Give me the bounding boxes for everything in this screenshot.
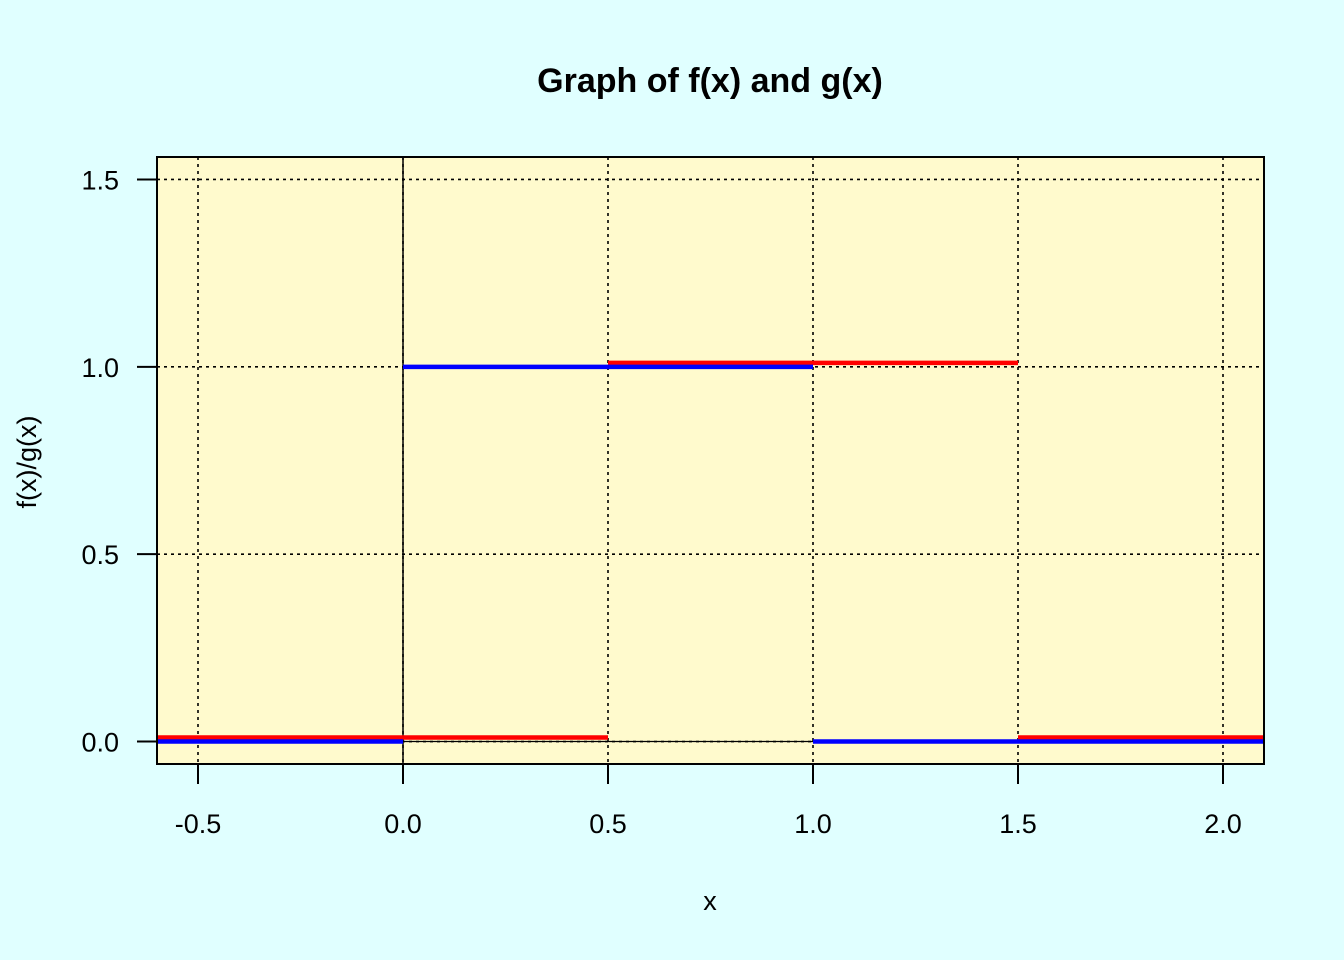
y-axis: 0.0 0.5 1.0 1.5 (81, 165, 157, 758)
y-tick-label: 0.5 (81, 540, 119, 570)
plot-frame (156, 156, 1265, 765)
y-tick-label: 0.0 (81, 728, 119, 758)
x-tick-label: 2.0 (1204, 809, 1242, 839)
x-tick-label: -0.5 (175, 809, 222, 839)
x-axis: -0.5 0.0 0.5 1.0 1.5 2.0 (175, 764, 1242, 839)
x-tick-label: 0.5 (589, 809, 627, 839)
y-tick-label: 1.5 (81, 165, 119, 195)
y-axis-label: f(x)/g(x) (12, 416, 42, 509)
y-tick-label: 1.0 (81, 353, 119, 383)
series-red (157, 360, 1264, 740)
x-tick-label: 1.5 (999, 809, 1037, 839)
x-tick-label: 0.0 (384, 809, 422, 839)
chart-title: Graph of f(x) and g(x) (537, 62, 883, 100)
plot-area-background (157, 157, 1264, 764)
x-axis-label: x (703, 886, 717, 916)
series-blue (157, 364, 1264, 744)
x-tick-label: 1.0 (794, 809, 832, 839)
data-series (157, 360, 1264, 744)
